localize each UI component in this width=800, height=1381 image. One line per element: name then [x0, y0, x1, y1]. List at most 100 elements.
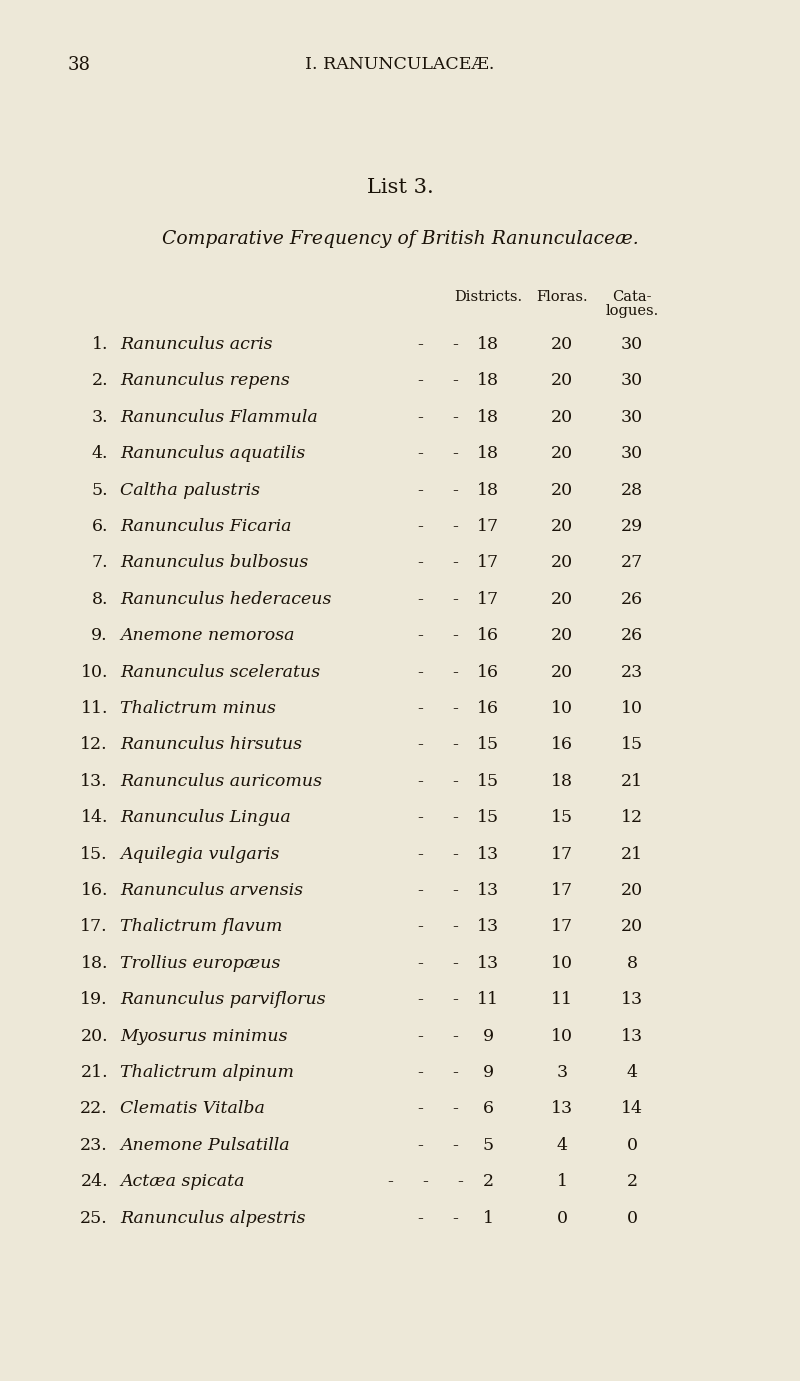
Text: 16: 16 [477, 627, 499, 644]
Text: 15: 15 [477, 809, 499, 826]
Text: 20: 20 [551, 482, 573, 499]
Text: 20: 20 [621, 918, 643, 935]
Text: Ranunculus hederaceus: Ranunculus hederaceus [120, 591, 331, 608]
Text: 3: 3 [557, 1063, 567, 1081]
Text: 22.: 22. [80, 1101, 108, 1117]
Text: 18.: 18. [81, 954, 108, 972]
Text: -: - [417, 554, 423, 572]
Text: 15: 15 [551, 809, 573, 826]
Text: Ranunculus Ficaria: Ranunculus Ficaria [120, 518, 291, 534]
Text: 3.: 3. [91, 409, 108, 425]
Text: Cata-: Cata- [612, 290, 652, 304]
Text: 21: 21 [621, 773, 643, 790]
Text: -: - [452, 627, 458, 644]
Text: 18: 18 [477, 482, 499, 499]
Text: -: - [417, 482, 423, 499]
Text: 8: 8 [626, 954, 638, 972]
Text: -: - [452, 1101, 458, 1117]
Text: 16: 16 [477, 664, 499, 681]
Text: Anemone Pulsatilla: Anemone Pulsatilla [120, 1137, 290, 1153]
Text: 15: 15 [477, 773, 499, 790]
Text: Ranunculus aquatilis: Ranunculus aquatilis [120, 445, 306, 463]
Text: -: - [452, 482, 458, 499]
Text: -: - [417, 882, 423, 899]
Text: -: - [452, 1027, 458, 1044]
Text: -: - [457, 1174, 463, 1190]
Text: 17: 17 [551, 845, 573, 863]
Text: -: - [452, 336, 458, 354]
Text: -: - [452, 736, 458, 754]
Text: -: - [452, 445, 458, 463]
Text: -: - [452, 409, 458, 425]
Text: 18: 18 [551, 773, 573, 790]
Text: Ranunculus arvensis: Ranunculus arvensis [120, 882, 303, 899]
Text: 24.: 24. [80, 1174, 108, 1190]
Text: 1: 1 [557, 1174, 567, 1190]
Text: -: - [452, 992, 458, 1008]
Text: Comparative Frequency of British Ranunculaceæ.: Comparative Frequency of British Ranuncu… [162, 231, 638, 249]
Text: Myosurus minimus: Myosurus minimus [120, 1027, 287, 1044]
Text: 10: 10 [621, 700, 643, 717]
Text: 15.: 15. [80, 845, 108, 863]
Text: Caltha palustris: Caltha palustris [120, 482, 260, 499]
Text: 20: 20 [551, 664, 573, 681]
Text: logues.: logues. [606, 304, 658, 318]
Text: 5: 5 [482, 1137, 494, 1153]
Text: Ranunculus bulbosus: Ranunculus bulbosus [120, 554, 308, 572]
Text: 0: 0 [626, 1137, 638, 1153]
Text: 20.: 20. [80, 1027, 108, 1044]
Text: I. RANUNCULACEÆ.: I. RANUNCULACEÆ. [306, 57, 494, 73]
Text: 10: 10 [551, 700, 573, 717]
Text: 28: 28 [621, 482, 643, 499]
Text: -: - [417, 954, 423, 972]
Text: Ranunculus alpestris: Ranunculus alpestris [120, 1210, 306, 1226]
Text: 18: 18 [477, 373, 499, 389]
Text: 9: 9 [482, 1027, 494, 1044]
Text: 13: 13 [621, 1027, 643, 1044]
Text: 9.: 9. [91, 627, 108, 644]
Text: 5.: 5. [91, 482, 108, 499]
Text: 25.: 25. [80, 1210, 108, 1226]
Text: Ranunculus sceleratus: Ranunculus sceleratus [120, 664, 320, 681]
Text: Thalictrum alpinum: Thalictrum alpinum [120, 1063, 294, 1081]
Text: -: - [417, 918, 423, 935]
Text: 9: 9 [482, 1063, 494, 1081]
Text: 27: 27 [621, 554, 643, 572]
Text: 6.: 6. [91, 518, 108, 534]
Text: 20: 20 [551, 554, 573, 572]
Text: Ranunculus parviflorus: Ranunculus parviflorus [120, 992, 326, 1008]
Text: 13: 13 [477, 882, 499, 899]
Text: 21: 21 [621, 845, 643, 863]
Text: -: - [417, 736, 423, 754]
Text: 13: 13 [477, 845, 499, 863]
Text: 8.: 8. [91, 591, 108, 608]
Text: 2: 2 [482, 1174, 494, 1190]
Text: -: - [452, 591, 458, 608]
Text: Ranunculus acris: Ranunculus acris [120, 336, 273, 354]
Text: 18: 18 [477, 445, 499, 463]
Text: -: - [417, 627, 423, 644]
Text: Districts.: Districts. [454, 290, 522, 304]
Text: 20: 20 [621, 882, 643, 899]
Text: 29: 29 [621, 518, 643, 534]
Text: -: - [417, 445, 423, 463]
Text: -: - [452, 664, 458, 681]
Text: 20: 20 [551, 336, 573, 354]
Text: 1.: 1. [91, 336, 108, 354]
Text: 11.: 11. [81, 700, 108, 717]
Text: 18: 18 [477, 409, 499, 425]
Text: 15: 15 [477, 736, 499, 754]
Text: -: - [417, 700, 423, 717]
Text: 20: 20 [551, 518, 573, 534]
Text: 20: 20 [551, 445, 573, 463]
Text: 13: 13 [477, 918, 499, 935]
Text: 0: 0 [626, 1210, 638, 1226]
Text: 19.: 19. [80, 992, 108, 1008]
Text: -: - [417, 809, 423, 826]
Text: 23.: 23. [80, 1137, 108, 1153]
Text: 2.: 2. [91, 373, 108, 389]
Text: 0: 0 [557, 1210, 567, 1226]
Text: Actæa spicata: Actæa spicata [120, 1174, 245, 1190]
Text: Ranunculus Flammula: Ranunculus Flammula [120, 409, 318, 425]
Text: 11: 11 [551, 992, 573, 1008]
